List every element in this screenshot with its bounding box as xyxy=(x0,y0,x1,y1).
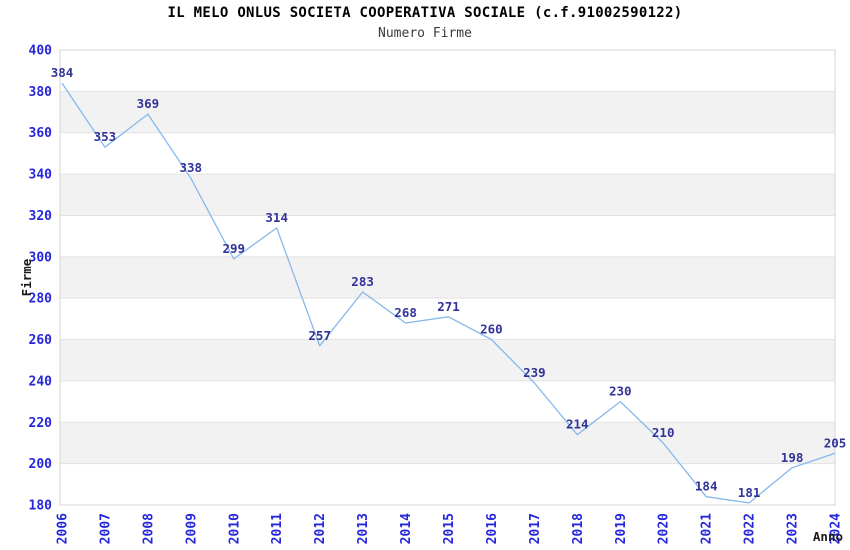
x-tick-label: 2014 xyxy=(399,513,414,544)
data-point-label: 210 xyxy=(652,425,675,440)
y-tick-label: 320 xyxy=(29,209,53,224)
x-tick-label: 2012 xyxy=(313,513,328,544)
data-point-label: 205 xyxy=(824,435,847,450)
x-tick-label: 2023 xyxy=(786,513,801,544)
data-point-label: 338 xyxy=(180,160,203,175)
data-point-label: 184 xyxy=(695,479,718,494)
x-tick-label: 2022 xyxy=(743,513,758,544)
x-tick-label: 2021 xyxy=(700,513,715,544)
data-point-label: 198 xyxy=(781,450,804,465)
x-tick-label: 2013 xyxy=(356,513,371,544)
grid-band xyxy=(60,422,835,464)
grid-band xyxy=(60,174,835,216)
grid-band xyxy=(60,339,835,381)
x-tick-label: 2024 xyxy=(829,513,844,544)
grid-band xyxy=(60,91,835,133)
data-point-label: 230 xyxy=(609,384,632,399)
chart-subtitle: Numero Firme xyxy=(378,26,472,41)
data-point-label: 283 xyxy=(351,274,374,289)
y-tick-label: 200 xyxy=(29,457,53,472)
data-point-label: 257 xyxy=(308,328,331,343)
data-point-label: 299 xyxy=(223,241,246,256)
data-point-label: 353 xyxy=(94,129,117,144)
trend-line xyxy=(61,82,836,504)
data-point-label: 314 xyxy=(265,210,288,225)
data-point-label: 384 xyxy=(51,65,74,80)
x-tick-label: 2008 xyxy=(141,513,156,544)
y-tick-label: 240 xyxy=(29,374,53,389)
x-tick-label: 2019 xyxy=(614,513,629,544)
x-tick-label: 2009 xyxy=(184,513,199,544)
y-tick-label: 180 xyxy=(29,499,53,514)
data-point-label: 271 xyxy=(437,299,460,314)
x-tick-label: 2020 xyxy=(657,513,672,544)
x-tick-label: 2015 xyxy=(442,513,457,544)
x-tick-label: 2016 xyxy=(485,513,500,544)
x-axis-title: Anno xyxy=(813,529,843,544)
data-point-label: 369 xyxy=(137,96,160,111)
data-point-label: 239 xyxy=(523,365,546,380)
data-point-label: 181 xyxy=(738,485,761,500)
y-tick-label: 280 xyxy=(29,292,53,307)
x-tick-label: 2011 xyxy=(270,513,285,544)
chart-title: IL MELO ONLUS SOCIETA COOPERATIVA SOCIAL… xyxy=(167,5,683,21)
data-point-label: 268 xyxy=(394,305,417,320)
data-point-label: 260 xyxy=(480,322,503,337)
x-tick-label: 2006 xyxy=(56,513,71,544)
x-tick-label: 2007 xyxy=(98,513,113,544)
y-tick-label: 340 xyxy=(29,168,53,183)
y-tick-label: 380 xyxy=(29,85,53,100)
grid-band xyxy=(60,256,835,299)
x-tick-label: 2018 xyxy=(571,513,586,544)
y-tick-label: 400 xyxy=(29,44,53,59)
plot-border xyxy=(59,49,836,506)
y-tick-label: 220 xyxy=(29,416,53,431)
y-tick-label: 300 xyxy=(29,250,53,265)
x-tick-label: 2010 xyxy=(227,513,242,544)
data-point-label: 214 xyxy=(566,417,589,432)
x-tick-label: 2017 xyxy=(528,513,543,544)
y-axis-title: Firme xyxy=(19,258,34,296)
y-tick-label: 360 xyxy=(29,126,53,141)
y-tick-label: 260 xyxy=(29,333,53,348)
